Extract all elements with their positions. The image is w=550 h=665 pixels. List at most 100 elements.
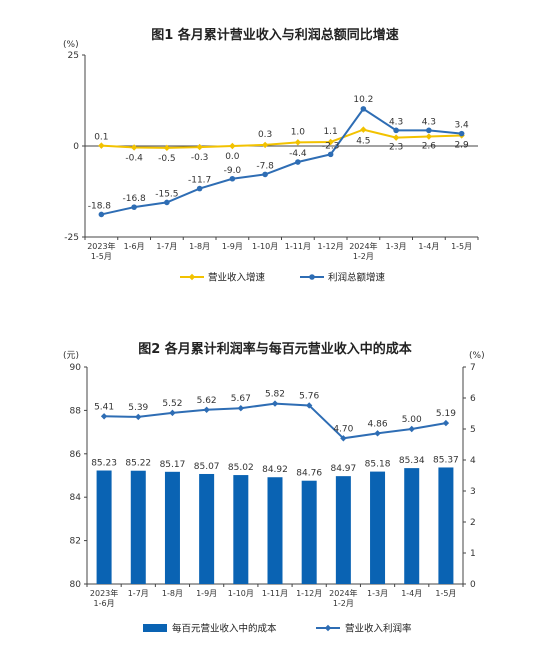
chart2-y-unit-left: (元) — [63, 351, 79, 361]
chart2-bar — [438, 467, 454, 584]
chart1-point-revenue — [327, 138, 334, 146]
chart2-x-tick-label: 2024年 1-2月 — [329, 588, 357, 608]
chart2-line-point — [271, 400, 279, 407]
chart2-line-point — [374, 430, 381, 437]
chart2-line-point — [169, 409, 176, 417]
chart1-point-profit — [98, 211, 105, 218]
chart1-y-tick-label: 0 — [73, 142, 79, 152]
chart1-x-tick-label: 2024年 1-2月 — [349, 241, 377, 261]
chart1-point-profit — [131, 204, 137, 210]
chart1-data-label-profit: -16.8 — [122, 194, 146, 204]
chart2-x-tick-label: 1-5月 — [435, 589, 456, 598]
chart2-bar-label: 85.18 — [365, 460, 391, 470]
chart1-point-revenue — [392, 134, 400, 141]
chart1-data-label-profit: -7.8 — [256, 161, 274, 171]
chart1-point-revenue — [294, 139, 302, 146]
chart2-bar-label: 85.34 — [399, 456, 425, 466]
chart2-bar — [370, 471, 386, 584]
chart1-point-profit — [327, 151, 334, 158]
chart1-x-tick-label: 1-5月 — [451, 242, 472, 251]
chart2-y-tick-label-left: 80 — [70, 580, 82, 590]
chart2-x-tick-label: 1-3月 — [367, 589, 388, 598]
chart1-point-profit — [458, 130, 465, 137]
chart1-legend-marker-profit — [309, 274, 315, 280]
chart2-line-label: 5.82 — [265, 390, 285, 400]
chart2-line-label: 5.00 — [402, 415, 422, 425]
chart1-x-tick-label: 1-11月 — [285, 242, 311, 251]
chart2-y-tick-label-right: 4 — [470, 456, 476, 466]
chart2-line-point — [237, 405, 245, 412]
chart1-data-label-revenue: 0.0 — [225, 152, 240, 162]
chart2-y-tick-label-right: 2 — [470, 518, 476, 528]
chart1-data-label-profit: -9.0 — [224, 166, 242, 176]
chart1-x-tick-label: 1-4月 — [418, 242, 439, 251]
chart1-data-label-profit: -18.8 — [88, 201, 112, 211]
chart1-data-label-revenue: 2.9 — [454, 140, 469, 150]
chart2-bar-label: 85.02 — [228, 463, 254, 473]
chart1-data-label-profit: 4.3 — [422, 117, 436, 127]
chart1-x-tick-label: 1-7月 — [156, 242, 177, 251]
chart1-point-profit — [262, 171, 268, 178]
chart1-y-tick-label: -25 — [64, 233, 79, 243]
chart1-series-line-1 — [101, 128, 462, 149]
chart2-line-label: 5.67 — [231, 394, 251, 404]
chart2-line-label: 5.62 — [197, 396, 217, 406]
chart2-bar — [301, 480, 317, 584]
chart2-y-tick-label-right: 7 — [470, 363, 476, 373]
chart2-x-tick-label: 2023年 1-6月 — [90, 588, 118, 608]
chart2-bar — [267, 477, 283, 584]
chart1-y-unit: (%) — [63, 40, 79, 50]
chart1-legend-marker-revenue — [188, 273, 196, 281]
chart2-y-tick-label-right: 3 — [470, 487, 476, 497]
chart2-y-tick-label-right: 5 — [470, 425, 476, 435]
chart1-data-label-revenue: -0.3 — [191, 153, 209, 163]
chart2-bar-label: 84.92 — [262, 465, 288, 475]
chart2-line-label: 4.70 — [333, 424, 353, 434]
chart2-line-label: 4.86 — [368, 419, 388, 429]
chart2-line-label: 5.76 — [299, 391, 319, 401]
chart2-bar — [233, 475, 249, 584]
chart2-y-unit-right: (%) — [469, 351, 485, 361]
chart1-x-tick-label: 1-12月 — [318, 242, 344, 251]
chart1-x-tick-label: 1-6月 — [124, 242, 145, 251]
chart2-y-tick-label-left: 90 — [70, 363, 82, 373]
chart1-point-profit — [360, 106, 367, 112]
chart2-y-tick-label-left: 86 — [70, 450, 82, 460]
chart2-bar-label: 85.17 — [160, 460, 186, 470]
chart2-y-tick-label-left: 88 — [70, 406, 82, 416]
chart2-line-point — [442, 419, 450, 427]
chart1-data-label-revenue: 1.1 — [323, 127, 337, 137]
chart1-y-tick-label: 25 — [68, 51, 79, 61]
chart2-bar — [335, 476, 351, 584]
chart2-x-tick-label: 1-12月 — [296, 589, 322, 598]
chart1-data-label-profit: 3.4 — [454, 121, 469, 131]
chart1-data-label-profit: -2.3 — [322, 141, 340, 151]
chart1-legend-label-revenue: 营业收入增速 — [208, 272, 266, 284]
chart2-line-point — [305, 402, 313, 409]
chart1-data-label-profit: -4.4 — [289, 149, 307, 159]
chart1-point-revenue — [261, 141, 269, 149]
chart2-x-tick-label: 1-7月 — [128, 589, 149, 598]
chart2-bar — [164, 471, 180, 584]
chart2-legend-label-margin: 营业收入利润率 — [345, 623, 412, 635]
chart2-bar-label: 84.97 — [330, 464, 356, 474]
chart1-plot: (%)25 0 -25 2023年 1-5月 1-6月 1-7月 1-8月 1-9月 1-10月 1… — [63, 40, 479, 284]
chart1-point-revenue — [98, 142, 105, 149]
chart2-bar — [404, 468, 420, 584]
chart1-x-tick-label: 1-9月 — [222, 242, 243, 251]
chart2-bar-label: 85.23 — [91, 459, 117, 469]
chart1-data-label-profit: 10.2 — [353, 95, 373, 105]
chart1-data-label-revenue: -0.5 — [158, 154, 176, 164]
chart2-x-tick-label: 1-9月 — [196, 589, 217, 598]
chart1-data-label-revenue: 0.1 — [94, 133, 108, 143]
chart1-point-profit — [196, 185, 203, 192]
chart2-line-label: 5.41 — [94, 402, 114, 412]
chart2-line-label: 5.39 — [128, 403, 148, 413]
chart2-title: 图2 各月累计利润率与每百元营业收入中的成本 — [138, 342, 412, 357]
chart2-line-point — [408, 425, 415, 433]
chart2-line-label: 5.52 — [162, 399, 182, 409]
chart1-legend-label-profit: 利润总额增速 — [328, 272, 386, 284]
chart2-bar-label: 85.07 — [194, 462, 220, 472]
chart1-data-label-revenue: 2.3 — [389, 143, 403, 153]
